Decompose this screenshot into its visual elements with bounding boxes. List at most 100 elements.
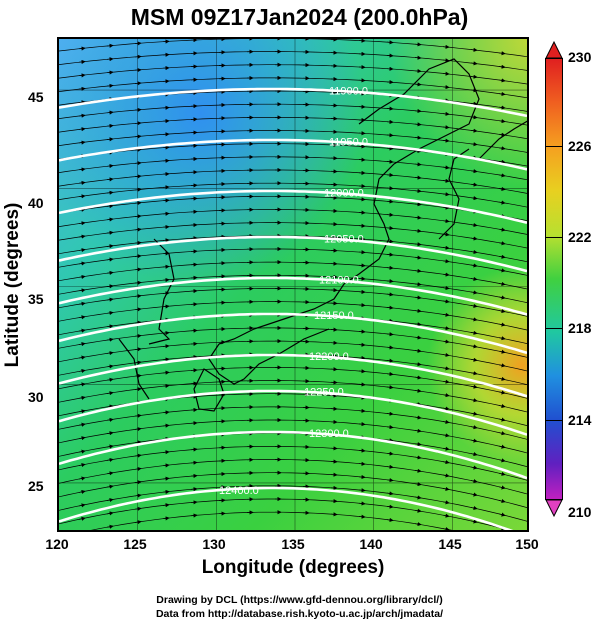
y-tick: 35 [28,291,44,307]
wind-arrow [526,111,527,112]
wind-arrow [78,315,86,320]
wind-arrow [470,519,478,524]
wind-arrow [386,186,394,191]
contour-label: 12100.0 [319,274,359,286]
wind-arrow [162,304,170,309]
x-axis-label: Longitude (degrees) [201,557,385,578]
wind-arrow [442,486,450,491]
wind-arrow [498,159,506,164]
wind-arrow [386,438,394,443]
wind-arrow [498,498,506,504]
wind-arrow [106,497,114,503]
colorbar-tick [545,146,563,147]
wind-arrow [134,254,142,259]
height-contour [59,312,527,355]
colorbar [545,58,563,500]
wind-arrow [358,474,366,480]
wind-arrow [386,212,394,217]
wind-arrow [358,514,366,519]
wind-arrow [162,489,170,495]
colorbar-label: 226 [568,138,592,154]
wind-arrow [106,70,114,75]
wind-arrow [78,503,86,508]
wind-arrow [386,385,394,390]
wind-arrow [414,228,422,234]
wind-arrow [78,489,86,494]
wind-arrow [442,218,450,224]
wind-arrow [414,348,422,353]
wind-arrow [414,215,422,220]
wind-arrow [470,222,478,228]
wind-arrow [498,146,506,151]
wind-arrow [470,128,478,133]
wind-arrow [386,225,394,231]
wind-arrow [470,371,478,376]
contour-label: 12200.0 [309,351,349,363]
wind-arrow [78,261,86,266]
wind-arrow [526,97,527,99]
wind-arrow [414,122,422,127]
wind-arrow [134,520,142,525]
wind-arrow [442,446,450,451]
height-contour [59,138,527,171]
wind-arrow [106,297,114,302]
wind-arrow [442,84,450,90]
wind-arrow [526,480,527,481]
wind-arrow [78,100,86,105]
wind-arrow [358,382,366,387]
wind-arrow [162,357,170,362]
wind-arrow [442,312,450,317]
wind-arrow [470,74,478,79]
wind-arrow [526,247,527,249]
wind-arrow [386,252,394,257]
wind-arrow [498,295,506,300]
contour-label: 12150.0 [314,310,354,322]
wind-arrow [526,220,527,222]
wind-arrow [470,492,478,497]
wind-arrow [358,422,366,427]
wind-arrow [414,335,422,340]
wind-arrow [498,281,506,286]
wind-arrow [498,336,506,341]
wind-arrow [106,471,114,476]
wind-arrow [134,214,142,219]
wind-arrow [78,86,86,91]
wind-arrow [386,371,394,377]
wind-arrow [134,121,142,126]
wind-arrow [78,247,86,253]
wind-arrow [526,493,527,495]
wind-arrow [498,363,506,368]
wind-arrow [106,324,114,329]
contour-label: 12050.0 [324,233,364,245]
credit-data: Data from http://database.rish.kyoto-u.a… [155,608,444,620]
wind-arrow [442,339,450,344]
wind-arrow [106,204,114,209]
height-contour [59,430,527,480]
wind-arrow [134,307,142,312]
contour-label: 12300.0 [309,428,349,440]
wind-arrow [442,299,450,304]
wind-arrow [78,395,86,400]
wind-arrow [526,329,527,331]
wind-arrow [498,390,506,395]
wind-arrow [442,433,450,438]
height-contour [59,353,527,398]
wind-arrow [414,108,422,114]
wind-arrow [498,241,506,246]
wind-arrow [526,288,527,290]
wind-arrow [470,465,478,470]
wind-arrow [106,217,114,222]
wind-arrow [414,202,422,207]
wind-arrow [526,384,527,385]
wind-arrow [358,461,366,466]
wind-arrow [498,64,506,69]
wind-arrow [106,391,114,396]
wind-arrow [414,242,422,247]
wind-arrow [498,471,506,476]
height-contour [59,389,527,436]
wind-arrow [386,332,394,337]
wind-arrow [134,413,142,418]
wind-arrow [134,373,142,378]
wind-arrow [134,480,142,485]
wind-arrow [498,512,506,517]
